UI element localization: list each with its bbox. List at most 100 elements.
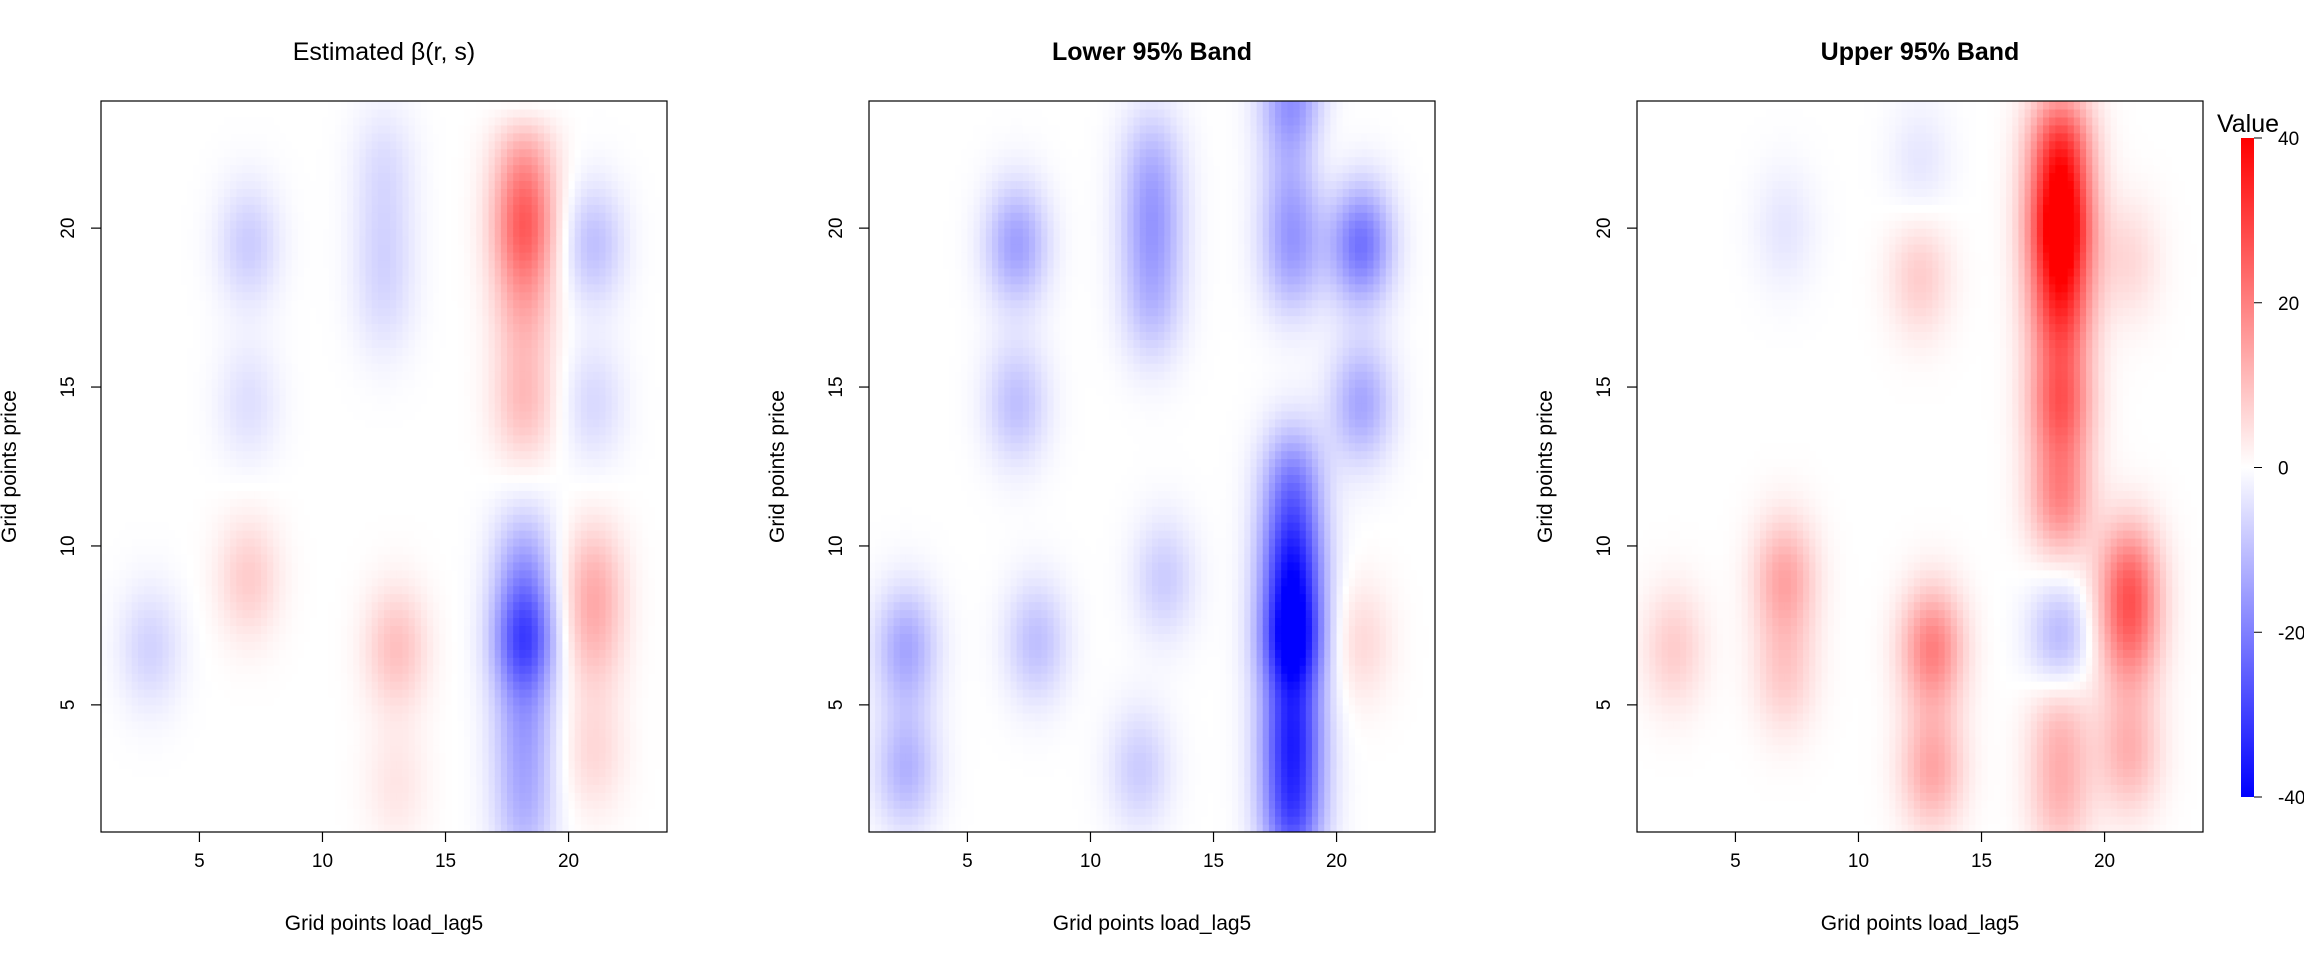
heatmap-cell bbox=[230, 545, 237, 555]
heatmap-cell bbox=[260, 808, 268, 817]
heatmap-cell bbox=[187, 736, 194, 746]
heatmap-cell bbox=[297, 704, 305, 714]
heatmap-cell bbox=[291, 800, 299, 809]
heatmap-cell bbox=[371, 116, 379, 126]
heatmap-cell bbox=[285, 140, 293, 150]
heatmap-cell bbox=[107, 212, 114, 221]
heatmap-cell bbox=[402, 323, 410, 333]
heatmap-cell bbox=[365, 601, 373, 611]
heatmap-cell bbox=[297, 299, 305, 309]
heatmap-cell bbox=[193, 752, 201, 762]
heatmap-cell bbox=[420, 776, 428, 785]
heatmap-cell bbox=[156, 101, 164, 110]
heatmap-cell bbox=[193, 792, 201, 801]
heatmap-cell bbox=[322, 696, 330, 706]
heatmap-cell bbox=[384, 498, 391, 507]
heatmap-cell bbox=[193, 188, 201, 197]
heatmap-cell bbox=[242, 244, 250, 253]
heatmap-cell bbox=[254, 180, 262, 190]
heatmap-cell bbox=[365, 363, 373, 372]
heatmap-cell bbox=[125, 800, 133, 809]
heatmap-cell bbox=[322, 450, 330, 460]
heatmap-cell bbox=[230, 331, 237, 340]
heatmap-cell bbox=[402, 593, 410, 603]
heatmap-cell bbox=[137, 490, 145, 499]
heatmap-cell bbox=[377, 768, 385, 777]
heatmap-cell bbox=[180, 355, 188, 364]
heatmap-cell bbox=[390, 744, 397, 754]
heatmap-cell bbox=[322, 490, 330, 499]
heatmap-cell bbox=[254, 688, 262, 698]
heatmap-cell bbox=[396, 609, 404, 619]
heatmap-cell bbox=[328, 553, 336, 563]
heatmap-cell bbox=[162, 188, 170, 197]
heatmap-cell bbox=[377, 538, 385, 547]
heatmap-cell bbox=[162, 665, 170, 674]
heatmap-cell bbox=[107, 681, 114, 690]
heatmap-cell bbox=[267, 244, 274, 253]
heatmap-cell bbox=[137, 371, 145, 380]
heatmap-cell bbox=[396, 402, 404, 412]
heatmap-cell bbox=[377, 490, 385, 499]
heatmap-cell bbox=[199, 633, 207, 642]
heatmap-cell bbox=[187, 466, 194, 476]
heatmap-cell bbox=[113, 728, 121, 738]
heatmap-cell bbox=[101, 784, 108, 793]
heatmap-cell bbox=[156, 704, 164, 714]
heatmap-cell bbox=[174, 228, 182, 237]
heatmap-cell bbox=[267, 569, 274, 579]
heatmap-cell bbox=[408, 267, 416, 277]
heatmap-cell bbox=[353, 458, 360, 468]
heatmap-cell bbox=[260, 649, 268, 658]
heatmap-cell bbox=[150, 283, 157, 293]
heatmap-cell bbox=[211, 617, 219, 627]
heatmap-cell bbox=[420, 609, 428, 619]
heatmap-cell bbox=[297, 307, 305, 317]
heatmap-cell bbox=[254, 768, 262, 777]
heatmap-cell bbox=[230, 299, 237, 309]
heatmap-cell bbox=[402, 259, 410, 269]
heatmap-cell bbox=[390, 132, 397, 142]
heatmap-cell bbox=[217, 466, 225, 476]
heatmap-cell bbox=[156, 752, 164, 762]
heatmap-cell bbox=[230, 688, 237, 698]
heatmap-cell bbox=[334, 371, 342, 380]
heatmap-cell bbox=[217, 744, 225, 754]
heatmap-cell bbox=[267, 696, 274, 706]
heatmap-cell bbox=[107, 545, 114, 555]
heatmap-cell bbox=[322, 522, 330, 531]
heatmap-cell bbox=[420, 387, 428, 396]
heatmap-cell bbox=[427, 418, 434, 428]
heatmap-cell bbox=[310, 657, 317, 666]
heatmap-cell bbox=[328, 744, 336, 754]
heatmap-cell bbox=[427, 712, 434, 722]
heatmap-cell bbox=[427, 657, 434, 666]
heatmap-cell bbox=[396, 267, 404, 277]
heatmap-cell bbox=[322, 371, 330, 380]
heatmap-cell bbox=[340, 299, 348, 309]
heatmap-cell bbox=[316, 164, 324, 174]
heatmap-cell bbox=[199, 800, 207, 809]
heatmap-cell bbox=[199, 291, 207, 301]
heatmap-cell bbox=[304, 236, 311, 245]
heatmap-cell bbox=[162, 490, 170, 499]
heatmap-cell bbox=[205, 490, 213, 499]
heatmap-cell bbox=[144, 188, 151, 197]
heatmap-cell bbox=[217, 426, 225, 436]
heatmap-cell bbox=[156, 259, 164, 269]
heatmap-cell bbox=[427, 545, 434, 555]
heatmap-cell bbox=[328, 482, 336, 491]
heatmap-cell bbox=[390, 275, 397, 285]
heatmap-cell bbox=[396, 259, 404, 269]
heatmap-cell bbox=[390, 696, 397, 706]
heatmap-cell bbox=[236, 617, 244, 627]
heatmap-cell bbox=[242, 379, 250, 388]
heatmap-cell bbox=[396, 696, 404, 706]
heatmap-cell bbox=[285, 498, 293, 507]
heatmap-cell bbox=[310, 410, 317, 420]
heatmap-cell bbox=[236, 402, 244, 412]
heatmap-cell bbox=[371, 482, 379, 491]
heatmap-cell bbox=[205, 665, 213, 674]
heatmap-cell bbox=[402, 132, 410, 142]
heatmap-cell bbox=[408, 307, 416, 317]
